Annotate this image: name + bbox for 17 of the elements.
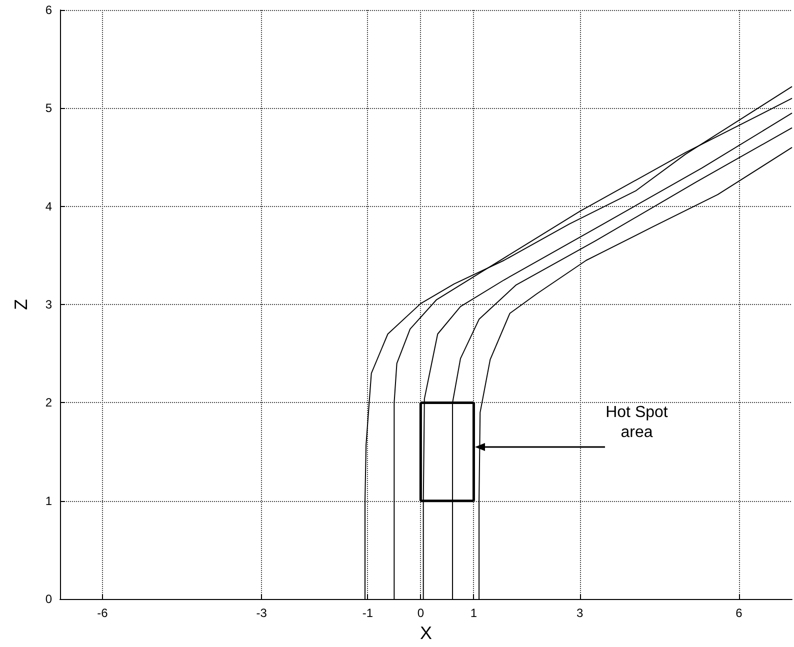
y-tick-label: 1	[45, 494, 52, 508]
x-tick-label: 0	[417, 606, 424, 620]
y-tick-label: 3	[45, 298, 52, 312]
y-tick-label: 6	[45, 3, 52, 17]
annotation: Hot Spot area	[604, 402, 669, 443]
y-tick-label: 4	[45, 199, 52, 214]
y-tick-label: 5	[45, 101, 52, 116]
x-tick-label: 3	[576, 606, 584, 620]
x-tick-label: 6	[736, 606, 743, 620]
x-tick-label: -1	[362, 606, 374, 620]
x-tick-label: -3	[256, 606, 268, 620]
x-axis-title: X	[420, 623, 432, 643]
y-tick-label: 2	[45, 396, 52, 410]
x-tick-label: 1	[470, 606, 478, 620]
y-tick-label: 0	[45, 592, 52, 606]
x-tick-label: -6	[97, 606, 108, 620]
y-axis-title: Z	[11, 299, 31, 310]
